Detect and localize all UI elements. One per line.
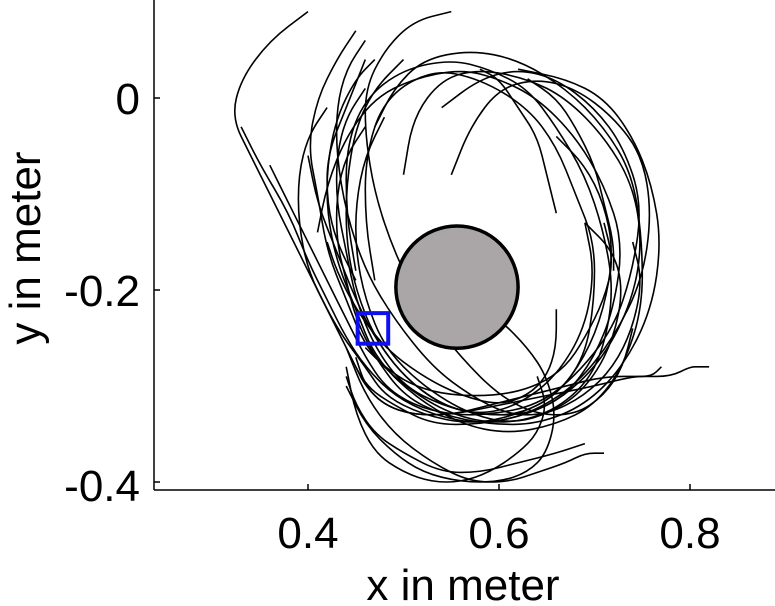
target-marker bbox=[355, 311, 391, 346]
trajectory-line bbox=[345, 347, 604, 483]
trajectory-line bbox=[326, 59, 367, 281]
trajectory-line bbox=[364, 222, 612, 397]
trajectory-line bbox=[240, 70, 621, 423]
trajectory-line bbox=[355, 365, 710, 416]
trajectory-line bbox=[345, 366, 546, 483]
trajectory-line bbox=[309, 30, 612, 423]
trajectory-line bbox=[345, 298, 555, 483]
y-axis-label: y in meter bbox=[1, 151, 50, 344]
y-tick-label: 0 bbox=[116, 75, 140, 124]
y-tick-label: -0.4 bbox=[64, 462, 140, 511]
trajectory-line bbox=[269, 70, 640, 416]
x-tick-label: 0.6 bbox=[468, 509, 529, 558]
trajectory-line bbox=[345, 376, 586, 474]
y-tick-label: -0.2 bbox=[64, 267, 140, 316]
x-axis-label: x in meter bbox=[366, 561, 559, 606]
x-tick-label: 0.8 bbox=[659, 509, 720, 558]
obstacle-circle bbox=[394, 224, 520, 350]
trajectory-line bbox=[307, 135, 612, 416]
trajectory-line bbox=[335, 68, 660, 426]
trajectory-line bbox=[354, 116, 622, 422]
trajectory-line bbox=[326, 241, 558, 404]
trajectory-line bbox=[297, 80, 651, 426]
trajectory-line bbox=[527, 78, 615, 271]
tick-marks bbox=[154, 97, 691, 490]
trajectory-line bbox=[479, 68, 558, 214]
trajectory-line bbox=[335, 39, 641, 416]
x-tick-label: 0.4 bbox=[277, 509, 338, 558]
